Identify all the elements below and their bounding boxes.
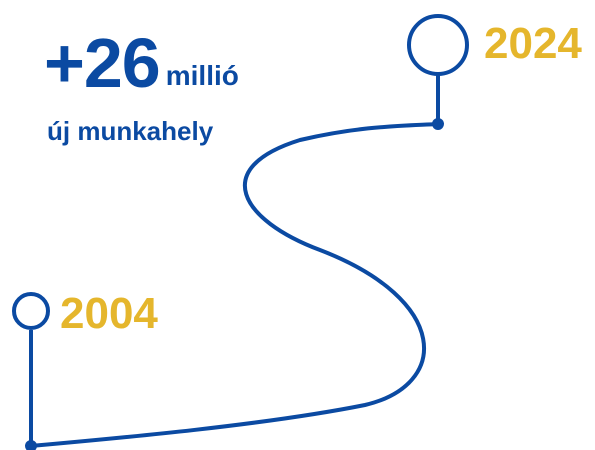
timeline-road-path [29, 122, 440, 448]
start-marker-circle [12, 292, 50, 330]
start-year-label: 2004 [60, 289, 158, 338]
headline-subtitle: új munkahely [47, 116, 214, 146]
start-marker-dot [25, 440, 37, 450]
end-year-label: 2024 [484, 19, 582, 68]
end-marker-dot [432, 118, 444, 130]
headline-block: +26 millió új munkahely [44, 24, 239, 144]
headline-value: +26 [44, 24, 161, 102]
headline-unit: millió [165, 60, 239, 91]
end-marker-circle [407, 14, 469, 76]
